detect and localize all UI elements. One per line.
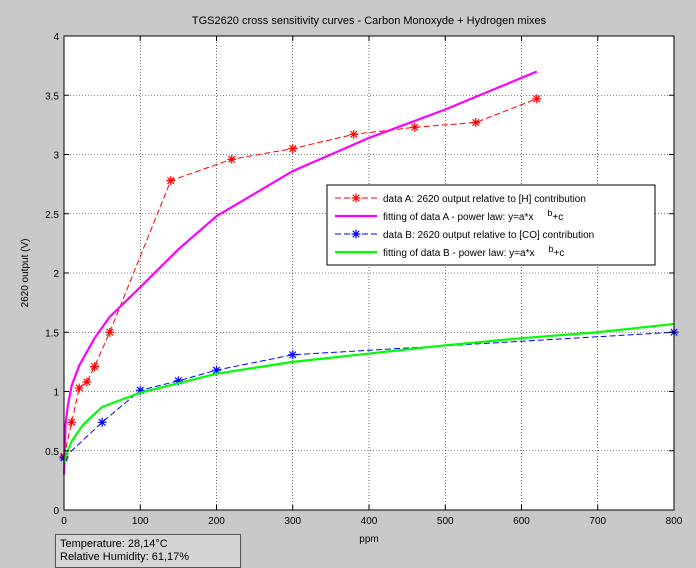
- data-point: [98, 418, 107, 427]
- x-tick-label: 600: [513, 516, 530, 527]
- legend-marker: [352, 230, 361, 239]
- x-tick-label: 300: [284, 516, 301, 527]
- data-point: [288, 350, 297, 359]
- x-tick-label: 100: [132, 516, 149, 527]
- data-point: [166, 176, 175, 185]
- data-point: [471, 118, 480, 127]
- y-tick-label: 4: [53, 32, 59, 43]
- y-tick-label: 0.5: [45, 447, 59, 458]
- legend-suffix: +c: [552, 212, 563, 223]
- y-tick-label: 0: [53, 506, 59, 517]
- data-point: [532, 94, 541, 103]
- x-tick-label: 200: [208, 516, 225, 527]
- y-tick-label: 3.5: [45, 91, 59, 102]
- temperature-readout: Temperature: 28,14°C: [60, 538, 236, 551]
- conditions-box: Temperature: 28,14°C Relative Humidity: …: [55, 534, 241, 568]
- data-point: [227, 155, 236, 164]
- data-point: [349, 130, 358, 139]
- legend: data A: 2620 output relative to [H] cont…: [327, 185, 655, 265]
- legend-marker: [352, 194, 361, 203]
- x-tick-label: 400: [361, 516, 378, 527]
- legend-entry: data B: 2620 output relative to [CO] con…: [383, 230, 594, 241]
- data-point: [75, 383, 84, 392]
- x-axis-label: ppm: [359, 534, 378, 545]
- data-point: [288, 144, 297, 153]
- data-point: [105, 328, 114, 337]
- y-tick-label: 3: [53, 151, 59, 162]
- humidity-readout: Relative Humidity: 61,17%: [60, 551, 236, 564]
- y-tick-label: 2.5: [45, 210, 59, 221]
- y-tick-label: 1.5: [45, 328, 59, 339]
- y-tick-label: 1: [53, 388, 59, 399]
- x-tick-label: 800: [666, 516, 683, 527]
- legend-suffix: +c: [553, 248, 564, 259]
- data-point: [67, 418, 76, 427]
- data-point: [90, 362, 99, 371]
- y-axis-label: 2620 output (V): [20, 239, 31, 308]
- y-tick-label: 2: [53, 269, 59, 280]
- data-point: [410, 123, 419, 132]
- chart-title: TGS2620 cross sensitivity curves - Carbo…: [192, 15, 547, 27]
- x-tick-label: 500: [437, 516, 454, 527]
- x-tick-label: 0: [61, 516, 67, 527]
- legend-entry: data A: 2620 output relative to [H] cont…: [383, 194, 586, 205]
- x-tick-label: 700: [589, 516, 606, 527]
- data-point: [82, 378, 91, 387]
